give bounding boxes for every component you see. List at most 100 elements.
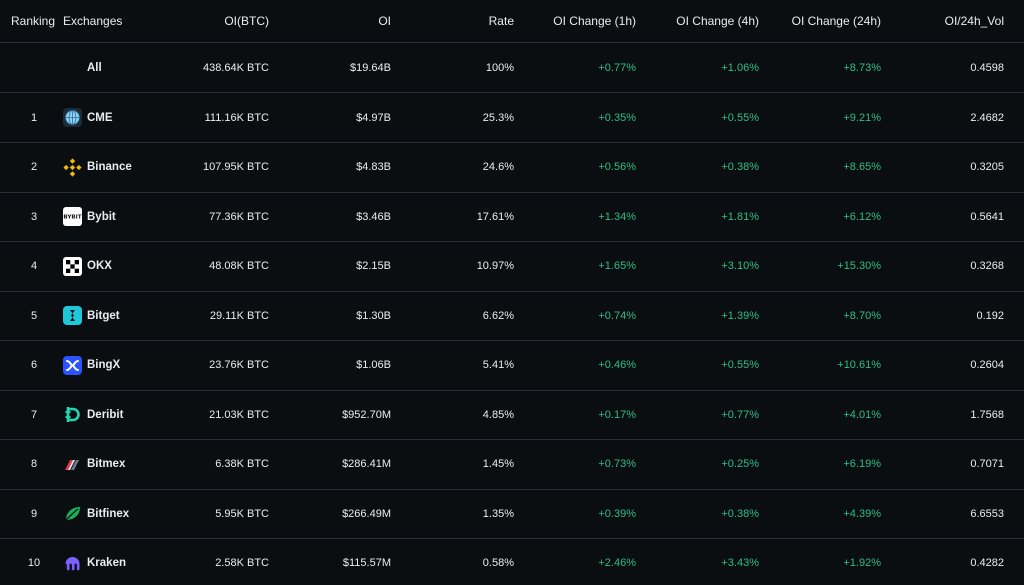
table-row-okx[interactable]: 4 OKX 48.08K BTC $2.15B 10.97% +1.65% +3… (0, 242, 1024, 292)
exchange-label: Bitfinex (87, 507, 130, 520)
exchange-name: OKX (63, 242, 183, 291)
oi-btc-value: 21.03K BTC (209, 408, 269, 421)
cme-logo-icon (63, 108, 82, 127)
oi-vol-value: 0.4598 (970, 61, 1004, 74)
table-row-bitmex[interactable]: 8 Bitmex 6.38K BTC $286.41M 1.45% +0.73%… (0, 440, 1024, 490)
table-row-bybit[interactable]: 3 BYBIT Bybit 77.36K BTC $3.46B 17.61% +… (0, 192, 1024, 242)
bitfinex-logo-icon (63, 504, 82, 523)
column-header-oi-change-1h[interactable]: OI Change (1h) (553, 14, 636, 28)
table-row-binance[interactable]: 2 Binance 107.95K BTC $4.83B 24.6% +0.56… (0, 143, 1024, 193)
oi-change-4h-value: +0.38% (721, 507, 759, 520)
column-header-oi-change-4h[interactable]: OI Change (4h) (676, 14, 759, 28)
binance-logo-icon (63, 157, 82, 177)
oi-change-24h-value: +6.19% (843, 458, 881, 470)
oi-change-1h-value: +1.65% (598, 260, 636, 272)
oi-vol-value: 0.4282 (970, 557, 1004, 569)
column-header-oi[interactable]: OI (378, 14, 391, 28)
rank-value: 7 (30, 408, 38, 421)
oi-change-4h-value: +0.38% (721, 161, 759, 173)
table-row-bitfinex[interactable]: 9 Bitfinex 5.95K BTC $266.49M 1.35% +0.3… (0, 489, 1024, 539)
oi-btc-value: 5.95K BTC (215, 507, 269, 520)
oi-vol-value: 2.4682 (970, 111, 1004, 124)
exchange-name: Deribit (63, 390, 183, 439)
oi-change-1h-value: +0.35% (598, 111, 636, 124)
oi-change-4h-value: +3.10% (721, 260, 759, 272)
exchange-name: BingX (63, 341, 183, 390)
oi-value: $115.57M (342, 557, 391, 569)
exchange-label: Bitget (87, 309, 120, 322)
rate-value: 10.97% (476, 260, 514, 272)
exchange-label: OKX (87, 260, 112, 272)
oi-change-24h-value: +4.01% (843, 408, 881, 421)
oi-value: $1.30B (356, 309, 391, 322)
oi-change-4h-value: +0.55% (721, 111, 759, 124)
table-row-cme[interactable]: 1 CME 111.16K BTC $4.97B 25.3% +0.35% +0… (0, 93, 1024, 143)
oi-btc-value: 111.16K BTC (204, 111, 269, 124)
column-header-rate[interactable]: Rate (488, 14, 514, 28)
oi-vol-value: 0.3268 (970, 260, 1004, 272)
oi-change-24h-value: +9.21% (843, 111, 881, 124)
rank-value: 9 (30, 507, 38, 520)
oi-value: $286.41M (342, 458, 391, 470)
oi-change-1h-value: +0.39% (598, 507, 636, 520)
table-row-all[interactable]: All 438.64K BTC $19.64B 100% +0.77% +1.0… (0, 43, 1024, 93)
exchange-name: BYBIT Bybit (63, 192, 183, 241)
rate-value: 25.3% (482, 111, 514, 124)
column-header-oi-vol[interactable]: OI/24h_Vol (944, 14, 1004, 28)
oi-value: $19.64B (350, 61, 391, 74)
oi-vol-value: 0.7071 (970, 458, 1004, 470)
exchange-name: All (87, 43, 207, 92)
rank-value: 8 (30, 458, 38, 470)
svg-text:BYBIT: BYBIT (63, 215, 81, 221)
oi-change-1h-value: +2.46% (598, 557, 636, 569)
oi-change-4h-value: +3.43% (721, 557, 759, 569)
table-row-deribit[interactable]: 7 Deribit 21.03K BTC $952.70M 4.85% +0.1… (0, 390, 1024, 440)
exchange-label: CME (87, 111, 113, 124)
kraken-logo-icon (63, 554, 82, 573)
table-row-kraken[interactable]: 10 Kraken 2.58K BTC $115.57M 0.58% +2.46… (0, 539, 1024, 585)
table-row-bitget[interactable]: 5 Bitget 29.11K BTC $1.30B 6.62% +0.74% … (0, 291, 1024, 341)
rank-value: 1 (30, 111, 38, 124)
oi-change-1h-value: +0.56% (598, 161, 636, 173)
rate-value: 100% (485, 61, 514, 74)
bitget-logo-icon (63, 306, 82, 325)
column-header-exchanges[interactable]: Exchanges (63, 14, 123, 28)
table-row-bingx[interactable]: 6 BingX 23.76K BTC $1.06B 5.41% +0.46% +… (0, 341, 1024, 391)
bingx-logo-icon (63, 355, 82, 375)
rate-value: 0.58% (482, 557, 514, 569)
rank-value: 6 (30, 359, 38, 371)
exchange-label: Binance (87, 161, 132, 173)
rank-value: 10 (27, 557, 41, 569)
rate-value: 1.35% (482, 507, 514, 520)
oi-change-4h-value: +0.77% (721, 408, 759, 421)
exchange-label: Deribit (87, 408, 124, 421)
oi-change-4h-value: +1.39% (721, 309, 759, 322)
oi-vol-value: 0.3205 (970, 161, 1004, 173)
oi-change-24h-value: +10.61% (837, 359, 881, 371)
oi-change-24h-value: +8.65% (843, 161, 881, 173)
oi-change-24h-value: +8.70% (843, 309, 881, 322)
oi-vol-value: 0.192 (976, 309, 1004, 322)
oi-vol-value: 6.6553 (970, 507, 1004, 520)
column-header-ranking[interactable]: Ranking (11, 14, 56, 28)
oi-change-24h-value: +8.73% (843, 61, 881, 74)
oi-change-1h-value: +0.46% (598, 359, 636, 371)
oi-value: $952.70M (342, 408, 391, 421)
exchange-name: CME (63, 93, 183, 142)
table-header: Ranking Exchanges OI(BTC) OI Rate OI Cha… (0, 0, 1024, 43)
bitmex-logo-icon (63, 455, 82, 474)
okx-logo-icon (63, 256, 82, 276)
oi-change-24h-value: +1.92% (843, 557, 881, 569)
oi-change-1h-value: +0.74% (598, 309, 636, 322)
oi-btc-value: 23.76K BTC (209, 359, 269, 371)
column-header-oi-btc[interactable]: OI(BTC) (224, 14, 269, 28)
oi-change-1h-value: +0.17% (598, 408, 636, 421)
oi-value: $4.97B (356, 111, 391, 124)
column-header-oi-change-24h[interactable]: OI Change (24h) (791, 14, 881, 28)
rate-value: 6.62% (482, 309, 514, 322)
oi-change-4h-value: +0.55% (721, 359, 759, 371)
exchange-name: Kraken (63, 539, 183, 585)
oi-change-1h-value: +0.77% (598, 61, 636, 74)
oi-change-4h-value: +1.81% (721, 210, 759, 223)
